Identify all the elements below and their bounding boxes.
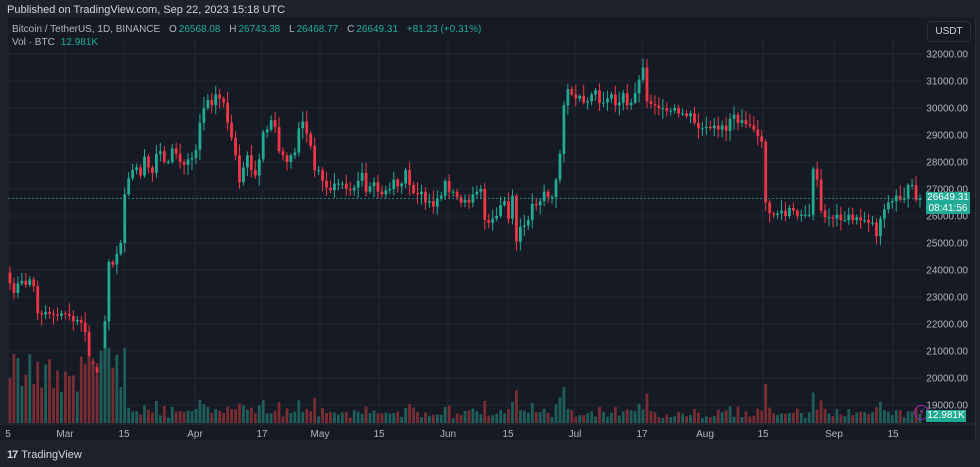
price-tick: 24000.00	[926, 266, 968, 277]
published-header: Published on TradingView.com, Sep 22, 20…	[7, 4, 286, 16]
volume-value: 12.981K	[60, 37, 99, 48]
price-tick: 27000.00	[926, 185, 968, 196]
time-tick: 15	[502, 429, 514, 440]
time-tick: Jul	[569, 429, 582, 440]
high-label: H	[229, 24, 237, 35]
time-tick: 5	[5, 429, 11, 440]
open-label: O	[168, 24, 177, 35]
tradingview-logo-icon: 17	[7, 449, 18, 461]
brand-name: TradingView	[21, 449, 82, 461]
time-tick: 15	[887, 429, 899, 440]
high-value: 26743.38	[238, 24, 281, 35]
time-tick: 15	[118, 429, 130, 440]
volume-row: Vol · BTC 12.981K	[12, 36, 483, 49]
volume-label[interactable]: Vol · BTC	[12, 37, 55, 48]
price-tick: 29000.00	[926, 131, 968, 142]
time-tick: Mar	[56, 429, 74, 440]
price-tick: 21000.00	[926, 347, 968, 358]
price-tick: 23000.00	[926, 293, 968, 304]
bar-countdown: 08:41:56	[928, 203, 968, 214]
time-tick: 15	[373, 429, 385, 440]
open-value: 26568.08	[178, 24, 221, 35]
symbol-label[interactable]: Bitcoin / TetherUS, 1D, BINANCE	[12, 24, 161, 35]
price-tick: 20000.00	[926, 374, 968, 385]
price-tick: 31000.00	[926, 77, 968, 88]
low-label: L	[289, 24, 295, 35]
footer-brand[interactable]: 17 TradingView	[7, 449, 82, 461]
price-tick: 26000.00	[926, 212, 968, 223]
time-tick: Sep	[825, 429, 843, 440]
price-tick: 25000.00	[926, 239, 968, 250]
last-price-tag: 26649.31 08:41:56	[926, 192, 970, 214]
price-tick: 22000.00	[926, 320, 968, 331]
price-tick: 19000.00	[926, 401, 968, 412]
price-tick: 28000.00	[926, 158, 968, 169]
time-tick: 17	[256, 429, 268, 440]
time-tick: 15	[757, 429, 769, 440]
time-tick: Aug	[696, 429, 714, 440]
price-tick: 30000.00	[926, 104, 968, 115]
ohlc-row: Bitcoin / TetherUS, 1D, BINANCE O 26568.0…	[12, 23, 483, 36]
time-tick: May	[311, 429, 330, 440]
change-value: +81.23 (+0.31%)	[406, 24, 482, 35]
time-tick: Apr	[187, 429, 203, 440]
low-value: 26468.77	[296, 24, 339, 35]
chart-pane[interactable]	[0, 17, 976, 440]
close-label: C	[347, 24, 355, 35]
last-price: 26649.31	[927, 192, 969, 203]
close-value: 26649.31	[356, 24, 399, 35]
volume-tag: 12.981K	[926, 410, 966, 422]
price-tick: 32000.00	[926, 50, 968, 61]
time-tick: 17	[636, 429, 648, 440]
chart-legend: Bitcoin / TetherUS, 1D, BINANCE O 26568.0…	[12, 23, 483, 49]
currency-button[interactable]: USDT	[927, 21, 971, 42]
time-tick: Jun	[440, 429, 456, 440]
